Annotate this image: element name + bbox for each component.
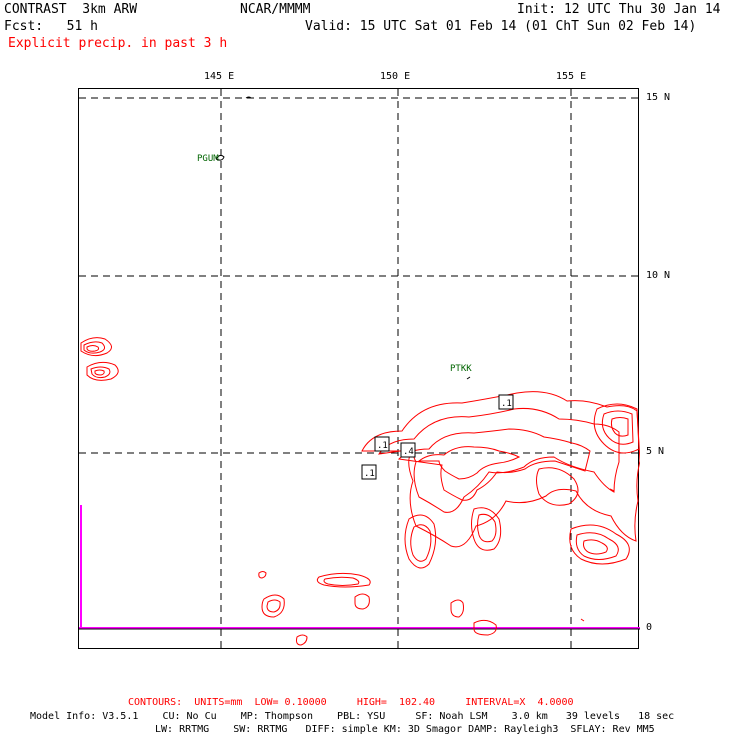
contours-prefix: CONTOURS: — [128, 697, 183, 708]
contours-low: LOW= 0.10000 — [254, 697, 327, 708]
forecast-hour: Fcst: 51 h — [4, 19, 98, 34]
contour-label-3: .4 — [403, 447, 414, 457]
precip-cell-south-3 — [354, 593, 370, 610]
contours-line: CONTOURS: UNITS=mm LOW= 0.10000 HIGH= 10… — [128, 698, 574, 708]
contour-value-labels: .1 .1 .4 .1 — [361, 394, 514, 480]
precip-cell-south-7 — [258, 571, 267, 579]
station-pgum: PGUM — [197, 154, 219, 164]
contours-units: UNITS=mm — [194, 697, 243, 708]
precip-cell-west-1c — [86, 345, 100, 352]
precip-band-2b — [477, 513, 497, 543]
model-title: CONTRAST 3km ARW — [4, 2, 138, 17]
contour-label-2: .1 — [377, 441, 388, 451]
contour-label-1: .1 — [501, 399, 512, 409]
precip-cell-south-4 — [450, 599, 464, 618]
precip-band-1 — [404, 514, 437, 569]
station-labels: PGUM PTKK — [197, 154, 472, 374]
contour-label-box-2 — [374, 436, 390, 452]
precip-cell-east-2c — [583, 539, 608, 555]
precip-cell-east-1c — [610, 417, 629, 437]
init-time: Init: 12 UTC Thu 30 Jan 14 — [517, 2, 721, 17]
precip-cell-south-1b — [323, 576, 360, 586]
map-canvas: .1 .1 .4 .1 PGUM PTKK — [79, 89, 640, 650]
precip-cell-south-2b — [266, 599, 281, 613]
chuuk-outline — [466, 376, 471, 380]
lat-lon-grid — [79, 89, 640, 650]
precip-band-2 — [471, 507, 502, 551]
precip-cell-east-3 — [609, 488, 615, 492]
field-name: Explicit precip. in past 3 h — [8, 36, 228, 51]
contour-label-box-1 — [498, 394, 514, 410]
contours-high: HIGH= 102.40 — [356, 697, 436, 708]
precip-cell-south-8 — [580, 618, 585, 622]
island-outline — [245, 96, 252, 99]
station-ptkk: PTKK — [450, 364, 472, 374]
lon-label-155: 155 E — [556, 71, 587, 82]
contour-label-box-3 — [400, 442, 416, 458]
precip-cell-west-1 — [80, 337, 112, 357]
precip-cell-west-2 — [86, 361, 119, 381]
precip-contours — [80, 337, 640, 646]
lon-label-145: 145 E — [204, 71, 235, 82]
organization: NCAR/MMMM — [240, 2, 311, 17]
precip-cell-east-1 — [593, 403, 640, 454]
precip-band-1b — [410, 524, 432, 562]
precip-complex-mid — [377, 408, 620, 513]
precip-band-3 — [536, 467, 579, 506]
precip-cell-east-2b — [575, 532, 619, 560]
lon-label-150: 150 E — [380, 71, 411, 82]
precip-cell-south-2 — [261, 594, 285, 618]
map-panel: .1 .1 .4 .1 PGUM PTKK — [78, 88, 640, 650]
precip-complex-outer — [361, 391, 640, 548]
guam-outline — [215, 154, 225, 161]
valid-time: Valid: 15 UTC Sat 01 Feb 14 (01 ChT Sun … — [305, 19, 697, 34]
lat-label-10n: 10 N — [646, 270, 671, 281]
precip-cell-south-1 — [316, 572, 371, 588]
precip-complex-inner — [397, 428, 591, 501]
model-info-line-1: Model Info: V3.5.1 CU: No Cu MP: Thompso… — [30, 711, 675, 722]
precip-cell-west-1b — [83, 341, 106, 354]
model-info-line-2: LW: RRTMG SW: RRTMG DIFF: simple KM: 3D … — [155, 724, 655, 735]
contour-label-box-4 — [361, 464, 377, 480]
contours-interval: INTERVAL=X 4.0000 — [465, 697, 574, 708]
precip-cell-west-2c — [94, 369, 105, 376]
contour-label-4: .1 — [364, 469, 375, 479]
precip-cell-east-1b — [601, 410, 634, 445]
precip-cell-west-2b — [90, 366, 111, 379]
lat-label-5n: 5 N — [646, 446, 665, 457]
precip-cell-south-5 — [473, 619, 497, 636]
lat-label-0: 0 — [646, 622, 653, 633]
precip-complex-core — [417, 446, 521, 480]
precip-cell-south-6 — [296, 634, 308, 646]
precip-cell-east-2 — [569, 524, 630, 565]
lat-label-15n: 15 N — [646, 92, 671, 103]
